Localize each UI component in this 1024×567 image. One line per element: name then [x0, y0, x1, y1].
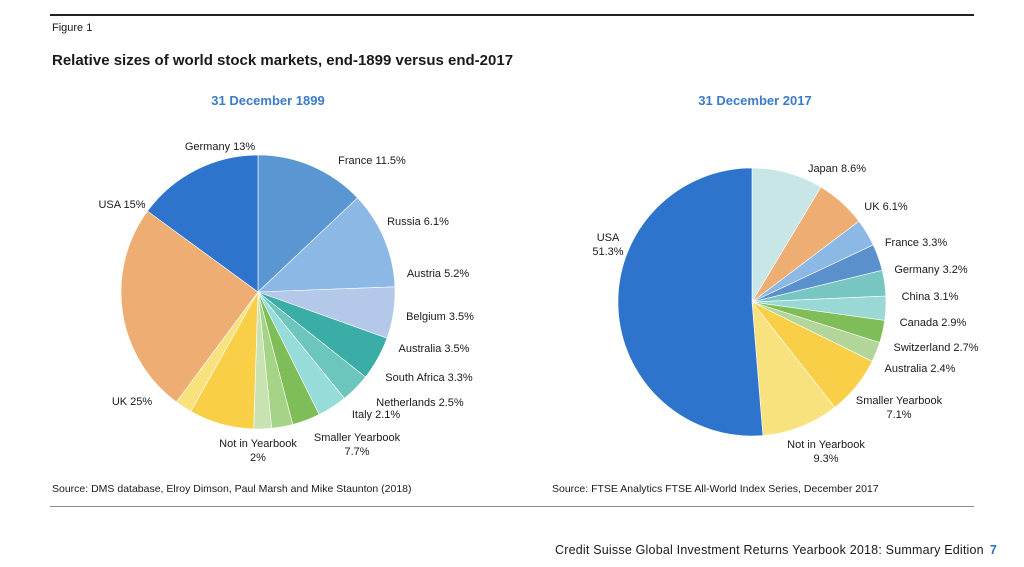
pie-chart-2017: Japan 8.6% UK 6.1% France 3.3% Germany 3.2%…	[592, 163, 979, 465]
slice-label-germany: Germany 3.2%	[894, 264, 968, 276]
slice-label-not-in-yearbook: Not in Yearbook 9.3%	[787, 439, 865, 465]
slice-label-south-africa: South Africa 3.3%	[385, 372, 473, 384]
slice-label-not-in-yearbook: Not in Yearbook 2%	[219, 438, 297, 464]
slice-label-usa: USA 51.3%	[592, 232, 623, 258]
pie-slice-germany	[257, 154, 358, 293]
slice-label-italy: Italy 2.1%	[352, 409, 401, 421]
slice-label-netherlands: Netherlands 2.5%	[376, 397, 464, 409]
pie-slice-not-in-yearbook	[751, 301, 836, 436]
slice-label-uk: UK 6.1%	[864, 201, 908, 213]
slice-label-uk: UK 25%	[112, 396, 153, 408]
slice-label-australia: Australia 3.5%	[399, 343, 470, 355]
top-rule	[50, 14, 974, 16]
slice-label-japan: Japan 8.6%	[808, 163, 866, 175]
source-1899: Source: DMS database, Elroy Dimson, Paul…	[52, 483, 412, 495]
bottom-rule	[50, 506, 974, 507]
slice-label-smaller-yearbook: Smaller Yearbook 7.1%	[856, 395, 943, 421]
slice-label-france: France 3.3%	[885, 237, 948, 249]
slice-label-canada: Canada 2.9%	[900, 317, 967, 329]
pie-slice-france	[257, 197, 396, 293]
slice-label-china: China 3.1%	[902, 291, 959, 303]
page-number: 7	[989, 543, 997, 557]
slice-label-germany: Germany 13%	[185, 141, 256, 153]
figure-label: Figure 1	[52, 22, 93, 34]
chart-2017-title: 31 December 2017	[698, 93, 812, 108]
slice-label-russia: Russia 6.1%	[387, 216, 449, 228]
pie-slice-usa	[147, 154, 259, 293]
chart-1899-title: 31 December 1899	[211, 93, 325, 108]
slice-label-austria: Austria 5.2%	[407, 268, 470, 280]
slice-label-smaller-yearbook: Smaller Yearbook 7.7%	[314, 432, 401, 458]
pie-chart-1899: Germany 13% France 11.5% Russia 6.1% Austri…	[98, 141, 474, 464]
slice-label-usa: USA 15%	[98, 199, 145, 211]
slice-label-france: France 11.5%	[338, 155, 406, 167]
source-2017: Source: FTSE Analytics FTSE All-World In…	[552, 483, 879, 495]
figure-title: Relative sizes of world stock markets, e…	[52, 52, 514, 69]
slice-label-switzerland: Switzerland 2.7%	[894, 342, 979, 354]
slice-label-belgium: Belgium 3.5%	[406, 311, 474, 323]
footer-text: Credit Suisse Global Investment Returns …	[555, 543, 984, 557]
page-footer: Credit Suisse Global Investment Returns …	[555, 543, 997, 557]
pie-slice-usa	[617, 167, 764, 437]
pie-slice-uk	[120, 210, 259, 403]
slice-label-australia: Australia 2.4%	[885, 363, 956, 375]
